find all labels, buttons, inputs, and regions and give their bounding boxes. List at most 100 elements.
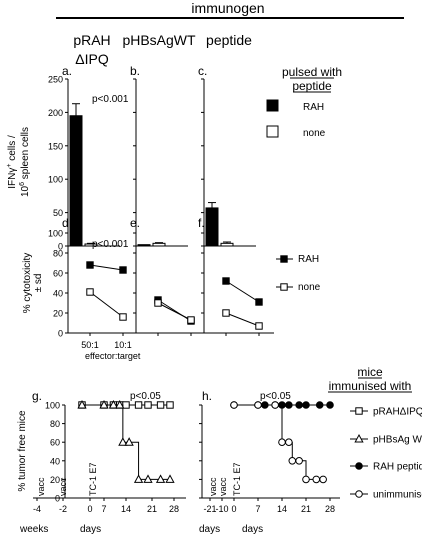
marker-unimmunised xyxy=(254,401,262,409)
x-tick-label: 21 xyxy=(301,504,311,514)
y-tick-label: 20 xyxy=(53,309,63,319)
marker-none xyxy=(119,313,127,321)
y-tick-label: 100 xyxy=(48,175,63,185)
marker-unimmunised xyxy=(285,438,293,447)
annotation-pvalue-a: p<0.001 xyxy=(92,94,129,105)
annotation-pvalue-g: p<0.05 xyxy=(130,391,161,402)
annotation-pvalue-h: p<0.05 xyxy=(260,391,291,402)
event-label: vacc xyxy=(36,477,46,496)
x-tick-label: 7 xyxy=(101,504,106,514)
x-tick-label: 7 xyxy=(255,504,260,514)
x-tick-label: 28 xyxy=(169,504,179,514)
marker-pRAHΔIPQ xyxy=(166,401,174,409)
y-tick-label: 80 xyxy=(53,249,63,259)
y-axis-label-1: IFNγ+ cells / xyxy=(6,135,18,189)
column-label-prah: pRAH xyxy=(73,32,110,48)
x-tick-label: -10 xyxy=(215,504,228,514)
marker-none xyxy=(255,322,263,330)
immunogen-label: immunogen xyxy=(191,0,264,16)
y-tick-label: 20 xyxy=(50,475,60,485)
bar-none xyxy=(152,242,166,247)
marker-pRAHΔIPQ xyxy=(134,401,143,409)
legend-swatch-RAH xyxy=(266,99,279,112)
x-tick-label: -21 xyxy=(203,504,216,514)
x-axis-units: days xyxy=(199,524,220,535)
panel-label: g. xyxy=(32,389,42,403)
marker-pRAHΔIPQ xyxy=(156,401,165,409)
x-tick-label: 14 xyxy=(277,504,287,514)
event-label: vacc xyxy=(208,477,218,496)
marker-RAH peptide xyxy=(315,401,324,409)
marker-pHBsAg WT xyxy=(115,399,125,409)
x-tick-label: 10:1 xyxy=(114,340,132,350)
panel-label: d. xyxy=(62,216,72,230)
legend-marker-pHBsAg WT xyxy=(354,433,364,443)
x-axis-units: days xyxy=(80,524,101,535)
legend-marker-none xyxy=(280,283,288,291)
marker-unimmunised xyxy=(312,475,321,484)
series-line-RAH xyxy=(225,280,260,303)
legend-label: unimmunised xyxy=(373,490,422,501)
marker-unimmunised xyxy=(271,401,279,409)
marker-pHBsAg WT xyxy=(133,474,144,483)
event-label: TC-1 E7 xyxy=(232,462,242,496)
x-tick-label: -4 xyxy=(33,504,41,514)
y-tick-label: 0 xyxy=(58,242,63,252)
y-tick-label: 200 xyxy=(48,108,63,118)
event-label: TC-1 E7 xyxy=(88,462,98,496)
x-tick-label: 50:1 xyxy=(81,340,99,350)
x-tick-label: -2 xyxy=(59,504,67,514)
legend-label: RAH peptide xyxy=(373,462,422,473)
series-line-RAH xyxy=(89,264,124,271)
panel-label: b. xyxy=(130,64,140,78)
marker-RAH peptide xyxy=(302,401,310,409)
marker-pHBsAg WT xyxy=(77,399,87,409)
legend-label: RAH xyxy=(298,254,319,265)
legend-marker-RAH peptide xyxy=(355,462,363,470)
y-tick-label: 50 xyxy=(53,208,63,218)
bar-RAH xyxy=(137,244,151,247)
y-tick-label: 250 xyxy=(48,75,63,85)
y-tick-label: 100 xyxy=(48,229,63,239)
marker-pHBsAg WT xyxy=(143,474,153,483)
marker-pRAHΔIPQ xyxy=(122,401,130,409)
marker-unimmunised xyxy=(302,475,310,484)
legend-label: none xyxy=(303,128,326,139)
marker-RAH xyxy=(119,266,127,274)
annotation-pvalue-d: p<0.001 xyxy=(92,239,129,250)
marker-none xyxy=(222,309,230,317)
marker-pHBsAg WT xyxy=(165,474,175,483)
legend-marker-pRAHΔIPQ xyxy=(355,407,363,415)
event-label: vacc xyxy=(58,477,68,496)
legend-title: mice xyxy=(357,365,383,379)
y-tick-label: 60 xyxy=(50,438,60,448)
x-tick-label: 14 xyxy=(121,504,131,514)
legend-marker-RAH xyxy=(280,255,288,263)
series-line-none xyxy=(157,302,192,321)
marker-pRAHΔIPQ xyxy=(144,401,152,409)
bar-none xyxy=(220,242,234,247)
legend-label: RAH xyxy=(303,102,324,113)
marker-RAH xyxy=(222,277,230,285)
x-tick-label: 0 xyxy=(87,504,92,514)
y-tick-label: 40 xyxy=(50,456,60,466)
marker-none xyxy=(86,288,94,296)
marker-unimmunised xyxy=(230,401,238,409)
y-axis-label-3: % cytotoxicity xyxy=(22,253,33,314)
y-tick-label: 100 xyxy=(45,401,60,411)
legend-title: peptide xyxy=(292,79,332,93)
y-axis-label-4: ± sd xyxy=(33,274,44,293)
legend-title: immunised with xyxy=(329,379,412,393)
legend-marker-unimmunised xyxy=(355,490,363,498)
y-tick-label: 80 xyxy=(50,419,60,429)
marker-RAH xyxy=(86,261,94,269)
event-label: vacc xyxy=(218,477,228,496)
panel-label: c. xyxy=(198,64,207,78)
y-tick-label: 40 xyxy=(53,289,63,299)
panel-label: f. xyxy=(198,216,205,230)
marker-unimmunised xyxy=(278,438,286,447)
x-tick-label: 28 xyxy=(325,504,335,514)
y-axis-label-5: % tumor free mice xyxy=(17,410,28,492)
x-tick-label: 0 xyxy=(231,504,236,514)
